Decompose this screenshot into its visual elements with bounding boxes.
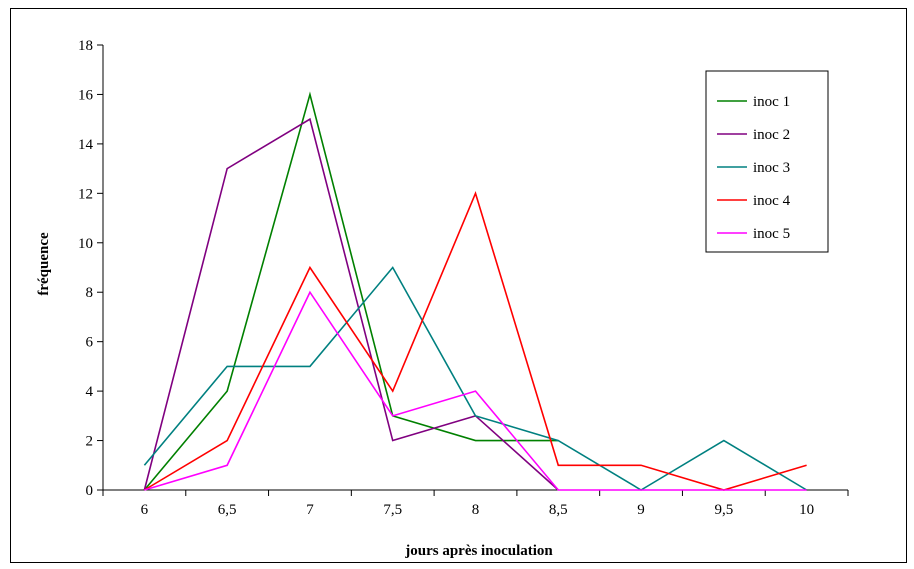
x-tick-label: 10 <box>799 502 814 518</box>
legend-label-1: inoc 1 <box>753 94 790 110</box>
y-tick-label: 0 <box>86 483 94 499</box>
y-tick-label: 6 <box>86 335 94 351</box>
y-tick-label: 18 <box>78 38 93 54</box>
legend-label-5: inoc 5 <box>753 226 790 242</box>
x-tick-label: 6 <box>141 502 149 518</box>
x-axis-title: jours après inoculation <box>404 543 553 559</box>
y-axis-title: fréquence <box>36 232 52 296</box>
legend-label-2: inoc 2 <box>753 127 790 143</box>
series-line-1 <box>143 91 559 491</box>
x-tick-label: 8 <box>472 502 480 518</box>
y-tick-label: 2 <box>86 434 94 450</box>
y-tick-label: 16 <box>78 87 94 103</box>
y-tick-label: 10 <box>78 236 93 252</box>
y-tick-label: 8 <box>86 285 94 301</box>
series-line-4 <box>143 190 807 491</box>
x-tick-label: 6,5 <box>218 502 237 518</box>
legend-label-4: inoc 4 <box>753 193 791 209</box>
y-tick-label: 4 <box>86 384 94 400</box>
series-lines <box>143 91 808 491</box>
y-tick-labels: 0 2 4 6 8 10 12 14 16 18 <box>78 38 94 499</box>
line-chart: 0 2 4 6 8 10 12 14 16 18 6 6,5 7 7,5 8 8,5 9 9,5 10 fréqu… <box>36 38 849 559</box>
series-line-2 <box>143 117 559 491</box>
series-line-3 <box>143 266 808 491</box>
chart-area: 0 2 4 6 8 10 12 14 16 18 6 6,5 7 7,5 8 8,5 9 9,5 10 fréqu… <box>10 8 907 563</box>
legend-label-3: inoc 3 <box>753 160 790 176</box>
y-tick-label: 14 <box>78 137 94 153</box>
x-tick-labels: 6 6,5 7 7,5 8 8,5 9 9,5 10 <box>141 502 814 518</box>
x-tick-label: 7,5 <box>383 502 402 518</box>
x-tick-label: 9 <box>637 502 645 518</box>
legend: inoc 1 inoc 2 inoc 3 inoc 4 inoc 5 <box>705 70 829 253</box>
series-line-5 <box>144 290 807 491</box>
legend-items: inoc 1 inoc 2 inoc 3 inoc 4 inoc 5 <box>717 94 791 242</box>
x-tick-label: 8,5 <box>549 502 568 518</box>
x-tick-label: 9,5 <box>714 502 733 518</box>
y-tick-label: 12 <box>78 186 93 202</box>
x-tick-label: 7 <box>306 502 314 518</box>
